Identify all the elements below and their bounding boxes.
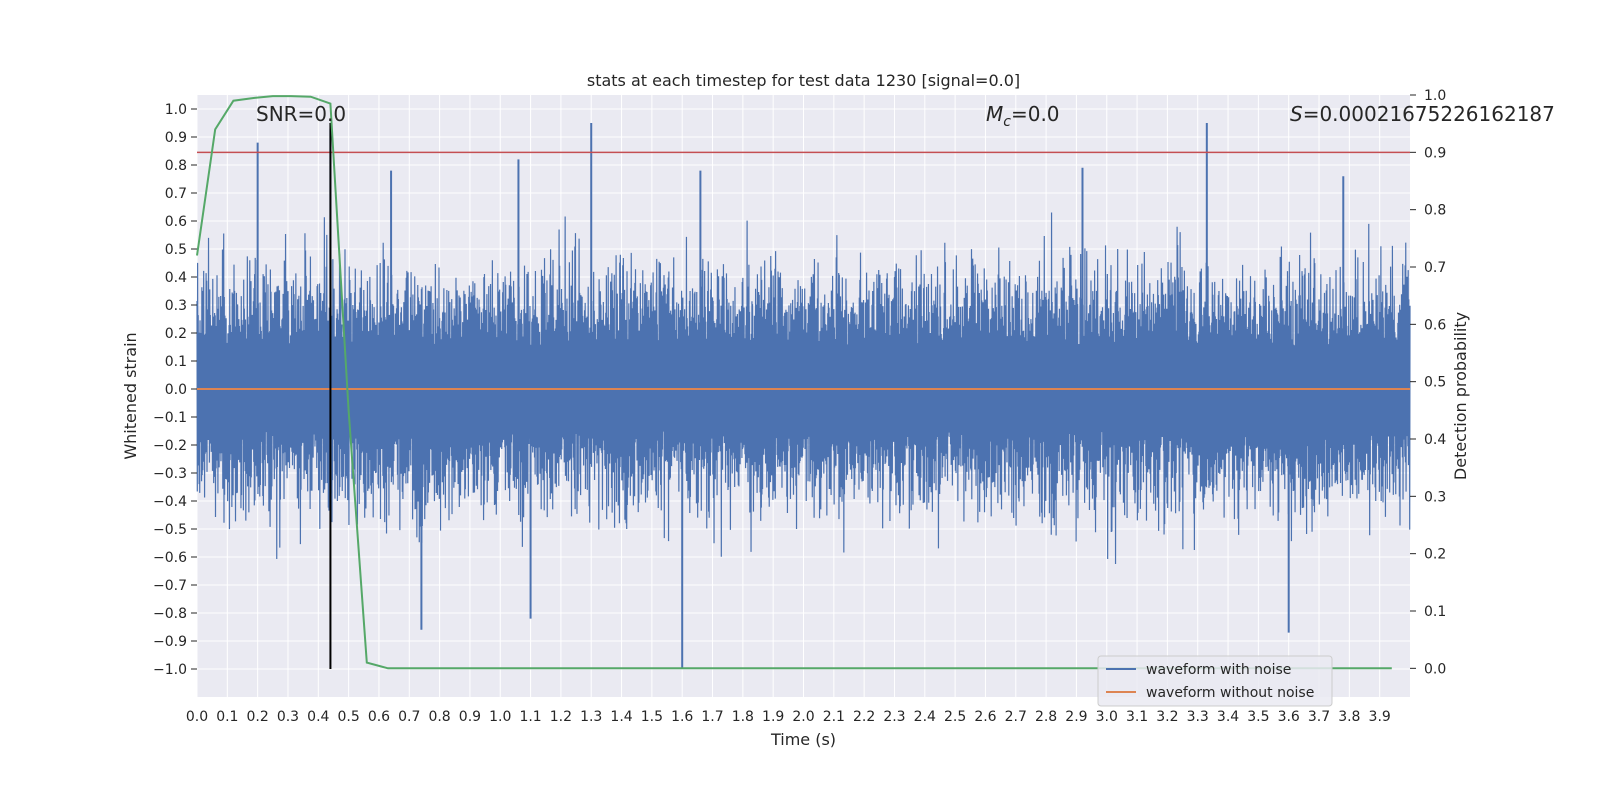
legend: waveform with noise waveform without nois…	[1097, 655, 1333, 707]
y-tick-label: 1.0	[165, 102, 187, 118]
y-axis-label: Whitened strain	[121, 332, 140, 459]
mc-symbol: M	[986, 102, 1003, 126]
s-annotation: S=0.00021675226162187	[1290, 102, 1555, 126]
x-tick-label: 3.9	[1369, 709, 1391, 725]
mc-value: =0.0	[1011, 102, 1060, 126]
y-tick-label: 0.3	[165, 298, 187, 314]
y-tick-label: −0.6	[153, 550, 187, 566]
x-tick-label: 2.3	[883, 709, 905, 725]
x-tick-label: 2.5	[944, 709, 966, 725]
s-value: =0.00021675226162187	[1303, 102, 1555, 126]
y-tick-label: −0.1	[153, 410, 187, 426]
x-tick-label: 0.2	[247, 709, 269, 725]
y2-tick-label: 0.4	[1424, 432, 1446, 448]
x-tick-label: 1.7	[701, 709, 723, 725]
x-tick-label: 2.8	[1035, 709, 1057, 725]
y2-tick-label: 0.8	[1424, 203, 1446, 219]
legend-entry: waveform without noise	[1146, 685, 1314, 701]
x-tick-label: 3.6	[1278, 709, 1300, 725]
y-tick-label: −0.5	[153, 522, 187, 538]
legend-entry: waveform with noise	[1146, 662, 1291, 678]
x-tick-label: 0.8	[428, 709, 450, 725]
x-tick-label: 3.0	[1096, 709, 1118, 725]
y-tick-label: 0.5	[165, 242, 187, 258]
x-axis-label: Time (s)	[770, 730, 836, 749]
x-tick-label: 3.3	[1187, 709, 1209, 725]
x-tick-label: 0.3	[277, 709, 299, 725]
x-tick-label: 2.0	[792, 709, 814, 725]
x-tick-label: 1.9	[762, 709, 784, 725]
x-tick-label: 1.4	[610, 709, 632, 725]
y-tick-label: 0.6	[165, 214, 187, 230]
y2-tick-label: 0.7	[1424, 260, 1446, 276]
x-tick-label: 1.6	[671, 709, 693, 725]
x-tick-label: 1.8	[732, 709, 754, 725]
x-tick-label: 0.1	[216, 709, 238, 725]
y2-axis-label: Detection probability	[1451, 312, 1470, 480]
y2-tick-label: 0.0	[1424, 661, 1446, 677]
x-tick-label: 1.0	[489, 709, 511, 725]
series-detection-probability	[196, 95, 1392, 670]
x-tick-label: 3.8	[1338, 709, 1360, 725]
x-tick-label: 0.4	[307, 709, 329, 725]
mc-subscript: c	[1003, 114, 1011, 130]
x-tick-label: 0.0	[186, 709, 208, 725]
x-tick-label: 1.1	[519, 709, 541, 725]
x-tick-label: 2.2	[853, 709, 875, 725]
y2-tick-label: 0.3	[1424, 489, 1446, 505]
snr-annotation: SNR=0.0	[256, 102, 346, 126]
y-tick-label: −0.2	[153, 438, 187, 454]
y2-tick-label: 0.6	[1424, 317, 1446, 333]
x-tick-label: 2.7	[1005, 709, 1027, 725]
y2-tick-label: 0.9	[1424, 145, 1446, 161]
x-tick-label: 3.5	[1247, 709, 1269, 725]
y-tick-label: −0.7	[153, 578, 187, 594]
x-tick-label: 3.2	[1156, 709, 1178, 725]
x-tick-label: 3.1	[1126, 709, 1148, 725]
x-tick-label: 2.4	[914, 709, 936, 725]
x-tick-label: 2.1	[823, 709, 845, 725]
noise-trace	[196, 212, 1411, 565]
y-tick-label: −1.0	[153, 662, 187, 678]
y-tick-label: 0.0	[165, 382, 187, 398]
x-tick-label: 0.9	[459, 709, 481, 725]
y2-axis-ticks: 0.0 0.1 0.2 0.3 0.4 0.5 0.6 0.7 0.8 0.9 1.0	[1410, 88, 1446, 677]
x-tick-label: 0.5	[337, 709, 359, 725]
x-tick-label: 1.2	[550, 709, 572, 725]
y-tick-label: −0.8	[153, 606, 187, 622]
y-tick-label: −0.9	[153, 634, 187, 650]
y-tick-label: 0.2	[165, 326, 187, 342]
y-tick-label: 0.4	[165, 270, 187, 286]
x-tick-label: 1.3	[580, 709, 602, 725]
y-tick-label: −0.4	[153, 494, 187, 510]
y-axis-ticks: 1.0 0.9 0.8 0.7 0.6 0.5 0.4 0.3 0.2 0.1 0.0 −0.1 −0.…	[153, 102, 197, 678]
y2-tick-label: 0.1	[1424, 604, 1446, 620]
y2-tick-label: 0.2	[1424, 547, 1446, 563]
series-waveform-with-noise	[196, 123, 1411, 669]
x-tick-label: 2.9	[1065, 709, 1087, 725]
chirp-mass-annotation: Mc=0.0	[986, 102, 1060, 130]
x-tick-label: 2.6	[974, 709, 996, 725]
legend-box	[1097, 655, 1333, 707]
y-tick-label: 0.8	[165, 158, 187, 174]
chart-title: stats at each timestep for test data 123…	[587, 71, 1020, 90]
y-tick-label: 0.9	[165, 130, 187, 146]
y2-tick-label: 1.0	[1424, 88, 1446, 104]
y-tick-label: −0.3	[153, 466, 187, 482]
x-tick-label: 3.7	[1308, 709, 1330, 725]
x-tick-label: 0.7	[398, 709, 420, 725]
y-tick-label: 0.7	[165, 186, 187, 202]
x-tick-label: 0.6	[368, 709, 390, 725]
x-axis-ticks: 0.0 0.1 0.2 0.3 0.4 0.5 0.6 0.7 0.8 0.9 1.0 1.1 1.2 1…	[186, 709, 1391, 725]
y-tick-label: 0.1	[165, 354, 187, 370]
series-lines	[196, 95, 1410, 670]
x-tick-label: 1.5	[641, 709, 663, 725]
y2-tick-label: 0.5	[1424, 375, 1446, 391]
x-tick-label: 3.4	[1217, 709, 1239, 725]
s-symbol: S	[1290, 102, 1303, 126]
